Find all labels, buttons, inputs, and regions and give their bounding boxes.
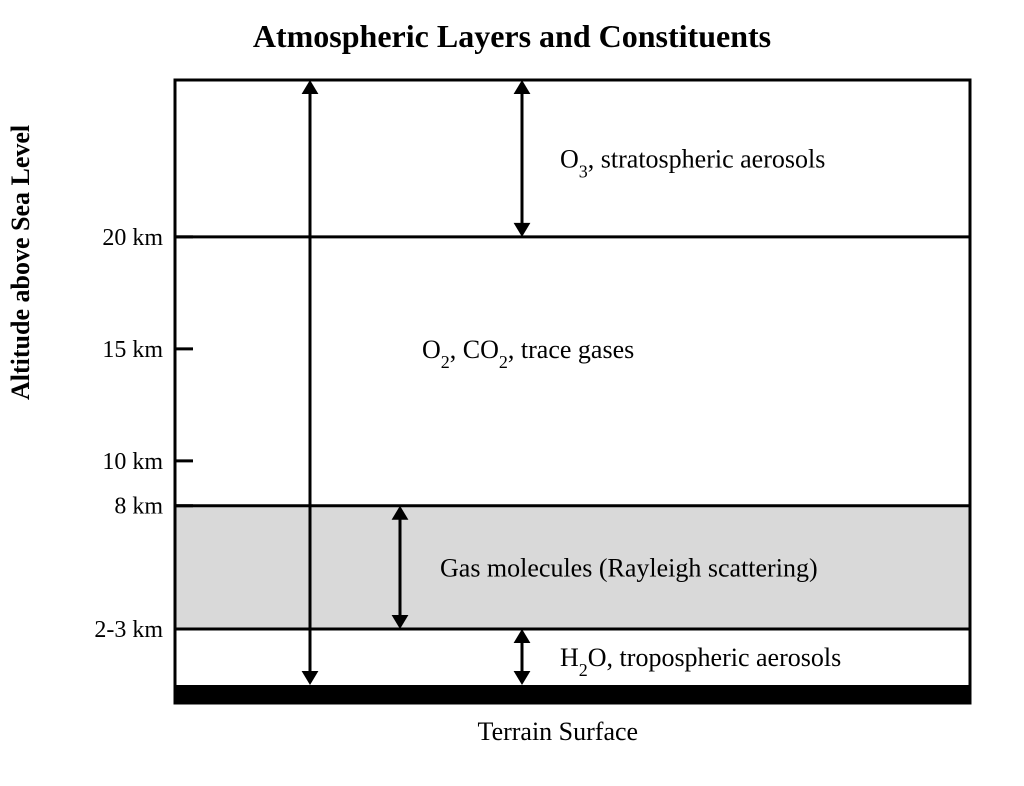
double-arrow (514, 629, 531, 685)
atmosphere-diagram: 20 km 15 km 10 km 8 km 2-3 km O3, stratospher… (0, 0, 1024, 786)
y-tick-label: 2-3 km (94, 617, 163, 643)
layer-label: O3, stratospheric aerosols (560, 144, 825, 181)
layer-label: Gas molecules (Rayleigh scattering) (440, 553, 818, 582)
y-tick-label: 20 km (102, 225, 163, 251)
terrain-label: Terrain Surface (478, 717, 639, 747)
layer-label: H2O, tropospheric aerosols (560, 643, 841, 680)
layer-label: O2, CO2, trace gases (422, 335, 634, 372)
y-tick-label: 15 km (102, 337, 163, 363)
y-tick-label: 8 km (114, 494, 163, 520)
terrain-surface (175, 685, 970, 703)
y-tick-label: 10 km (102, 449, 163, 475)
double-arrow (514, 80, 531, 237)
